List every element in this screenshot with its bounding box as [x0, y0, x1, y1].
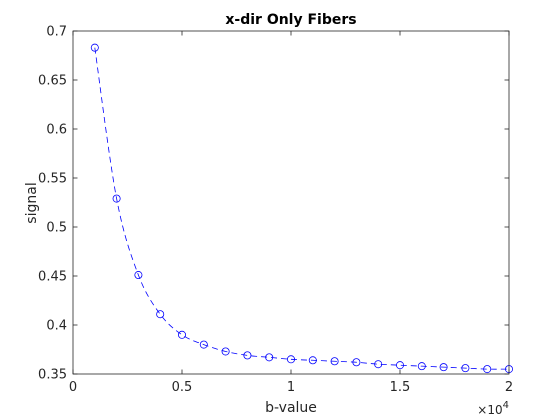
axes-box	[72, 30, 510, 375]
x-tick-label: 1	[287, 380, 295, 395]
plot-area	[73, 31, 509, 374]
y-tick-label: 0.35	[38, 368, 67, 383]
y-tick-label: 0.4	[46, 319, 67, 334]
data-series	[90, 43, 513, 374]
y-tick-label: 0.55	[38, 172, 67, 187]
chart-title: x-dir Only Fibers	[225, 12, 356, 28]
x-multiplier-base: ×10	[477, 403, 502, 417]
data-point	[483, 365, 492, 374]
series-line	[94, 47, 510, 370]
x-multiplier-exponent: 4	[503, 400, 509, 411]
data-point	[156, 310, 165, 319]
x-tick-label: 2	[505, 380, 513, 395]
data-point	[221, 347, 230, 356]
y-tick-label: 0.7	[46, 25, 67, 40]
y-tick-label: 0.65	[38, 74, 67, 89]
y-tick-label: 0.6	[46, 123, 67, 138]
y-axis-label: signal	[24, 182, 40, 223]
data-point	[286, 355, 295, 364]
data-point	[112, 194, 121, 203]
x-axis-multiplier: ×104	[477, 400, 509, 417]
data-point	[330, 357, 339, 366]
y-tick-label: 0.5	[46, 221, 67, 236]
y-tick-label: 0.45	[38, 270, 67, 285]
x-tick-label: 0.5	[172, 380, 193, 395]
data-point	[134, 271, 143, 280]
x-tick-label: 1.5	[390, 380, 411, 395]
data-point	[177, 330, 186, 339]
data-point	[352, 358, 361, 367]
data-point	[90, 43, 99, 52]
data-point	[395, 361, 404, 370]
data-point	[243, 351, 252, 360]
data-point	[265, 353, 274, 362]
x-tick-label: 0	[69, 380, 77, 395]
x-axis-label: b-value	[265, 400, 317, 416]
axis-ticks: 0 0.5 1 1.5 2 0.35 0.4 0.45 0.5 0.55 0.6 0.65 0.7	[38, 25, 513, 396]
data-point	[417, 362, 426, 371]
data-point	[308, 356, 317, 365]
data-point	[199, 340, 208, 349]
data-point	[439, 363, 448, 372]
data-point	[461, 364, 470, 373]
data-point	[374, 360, 383, 369]
